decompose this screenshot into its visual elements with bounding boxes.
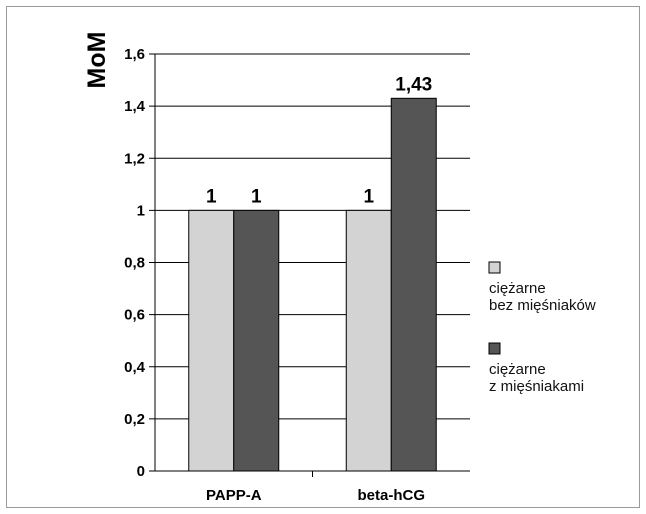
bars	[188, 97, 437, 472]
bar	[345, 209, 392, 472]
data-label: 1	[363, 186, 374, 207]
bar	[233, 209, 280, 472]
y-tick-label: 1,6	[124, 46, 145, 63]
labels: 0 0,2 0,4 0,6 0,8 1 1,2 1,4 1,6 1 1 PAPP-A 1 1,43 beta…	[124, 46, 432, 504]
bar	[188, 209, 235, 472]
y-tick-label: 1,2	[124, 150, 145, 167]
chart-frame	[6, 6, 640, 508]
data-label: 1	[206, 186, 217, 207]
y-tick-label: 0,4	[124, 359, 146, 376]
x-category-label: PAPP-A	[206, 487, 262, 504]
y-tick-label: 0	[137, 463, 145, 480]
legend-swatch	[488, 261, 501, 274]
data-label: 1,43	[395, 74, 432, 95]
legend: ciężarne bez mięśniaków ciężarne z mięśniak…	[488, 261, 596, 395]
y-tick-label: 0,8	[124, 255, 145, 272]
y-tick-label: 0,2	[124, 411, 145, 428]
y-tick-label: 1	[137, 202, 145, 219]
y-tick-label: 1,4	[124, 98, 146, 115]
data-label: 1	[251, 186, 262, 207]
y-axis-label: MoM	[83, 32, 111, 89]
legend-swatch	[488, 342, 501, 355]
legend-entry: ciężarne bez mięśniaków	[489, 280, 596, 314]
legend-entry: ciężarne z mięśniakami	[489, 361, 584, 395]
x-category-label: beta-hCG	[358, 487, 426, 504]
y-tick-label: 0,6	[124, 307, 145, 324]
axes	[149, 53, 470, 477]
bar	[390, 97, 437, 472]
